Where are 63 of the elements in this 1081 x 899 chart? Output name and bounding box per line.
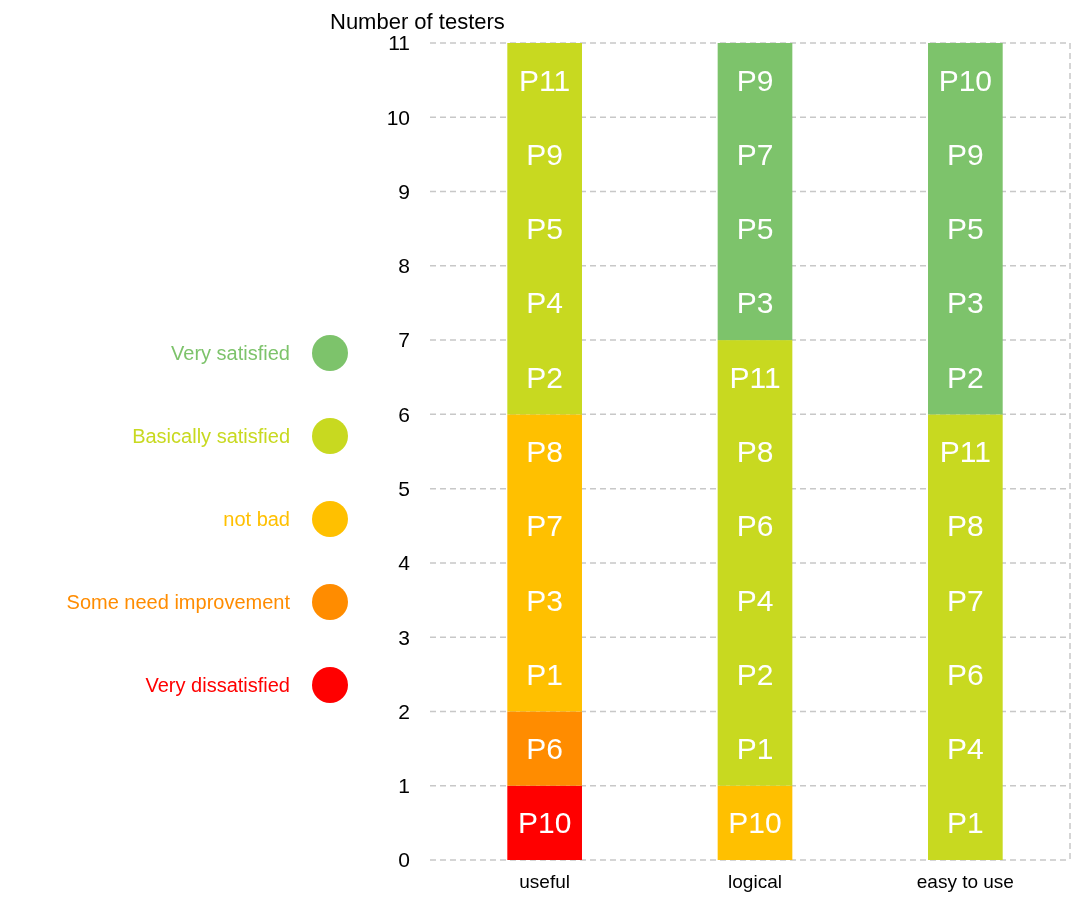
annotation: P1 xyxy=(736,732,774,766)
annotation: P10 xyxy=(728,806,782,840)
annotation: P2 xyxy=(526,360,563,394)
y-tick-label: 2 xyxy=(398,699,410,723)
annotation: P4 xyxy=(736,583,774,617)
y-tick-label: 4 xyxy=(398,551,411,575)
x-tick-label: easy to use xyxy=(916,871,1014,892)
annotation: P9 xyxy=(736,63,774,97)
annotation: P3 xyxy=(947,286,984,320)
bar xyxy=(507,785,582,860)
y-tick-label: 9 xyxy=(398,179,410,203)
y-axis-title: Number of testers xyxy=(330,9,505,34)
annotation: P2 xyxy=(947,360,984,394)
annotation: P1 xyxy=(526,657,563,691)
annotation: P10 xyxy=(517,806,572,840)
y-tick-label: 3 xyxy=(398,625,410,649)
y-tick-label: 0 xyxy=(398,848,410,872)
y-tick-label: 8 xyxy=(398,254,410,278)
legend-label: Very satisfied xyxy=(171,342,290,364)
y-tick-label: 1 xyxy=(398,774,410,798)
annotation: P11 xyxy=(519,63,571,97)
annotation: P3 xyxy=(526,583,563,617)
annotation: P7 xyxy=(526,509,563,543)
y-tick-label: 5 xyxy=(398,476,410,500)
annotation: P3 xyxy=(736,286,774,320)
y-tick-label: 7 xyxy=(398,328,410,352)
x-tick-label: useful xyxy=(519,871,570,892)
annotation: P10 xyxy=(938,63,993,97)
bar xyxy=(928,414,1003,860)
bar xyxy=(717,340,793,786)
bar xyxy=(507,414,582,712)
annotation: P11 xyxy=(729,360,781,394)
annotation: P2 xyxy=(736,657,774,691)
legend-label: Very dissatisfied xyxy=(145,674,290,696)
annotation: P5 xyxy=(947,212,984,246)
annotation: P1 xyxy=(947,806,984,840)
y-tick-label: 6 xyxy=(398,402,410,426)
x-tick-label: logical xyxy=(728,871,782,892)
bar xyxy=(717,785,793,860)
legend-label: Basically satisfied xyxy=(132,425,290,447)
annotation: P9 xyxy=(526,137,563,171)
y-tick-label: 11 xyxy=(388,31,410,55)
legend-label: Some need improvement xyxy=(66,591,291,613)
annotation: P4 xyxy=(526,286,563,320)
bar xyxy=(507,711,582,786)
annotation: P9 xyxy=(947,137,984,171)
y-tick-label: 10 xyxy=(386,105,410,129)
annotation: P4 xyxy=(947,732,984,766)
annotation: P8 xyxy=(736,435,774,468)
annotation: P11 xyxy=(939,435,991,468)
annotation: P5 xyxy=(736,212,774,246)
annotation: P8 xyxy=(526,435,563,468)
legend-label: not bad xyxy=(223,508,290,530)
annotation: P7 xyxy=(947,583,984,617)
bar xyxy=(717,43,793,341)
annotation: P6 xyxy=(736,509,774,543)
bar xyxy=(928,43,1003,415)
annotation: P6 xyxy=(947,657,984,691)
annotation: P7 xyxy=(736,137,774,171)
annotation: P6 xyxy=(526,732,563,766)
annotation: P8 xyxy=(947,509,984,543)
bar xyxy=(507,43,582,415)
annotation: P5 xyxy=(526,212,563,246)
